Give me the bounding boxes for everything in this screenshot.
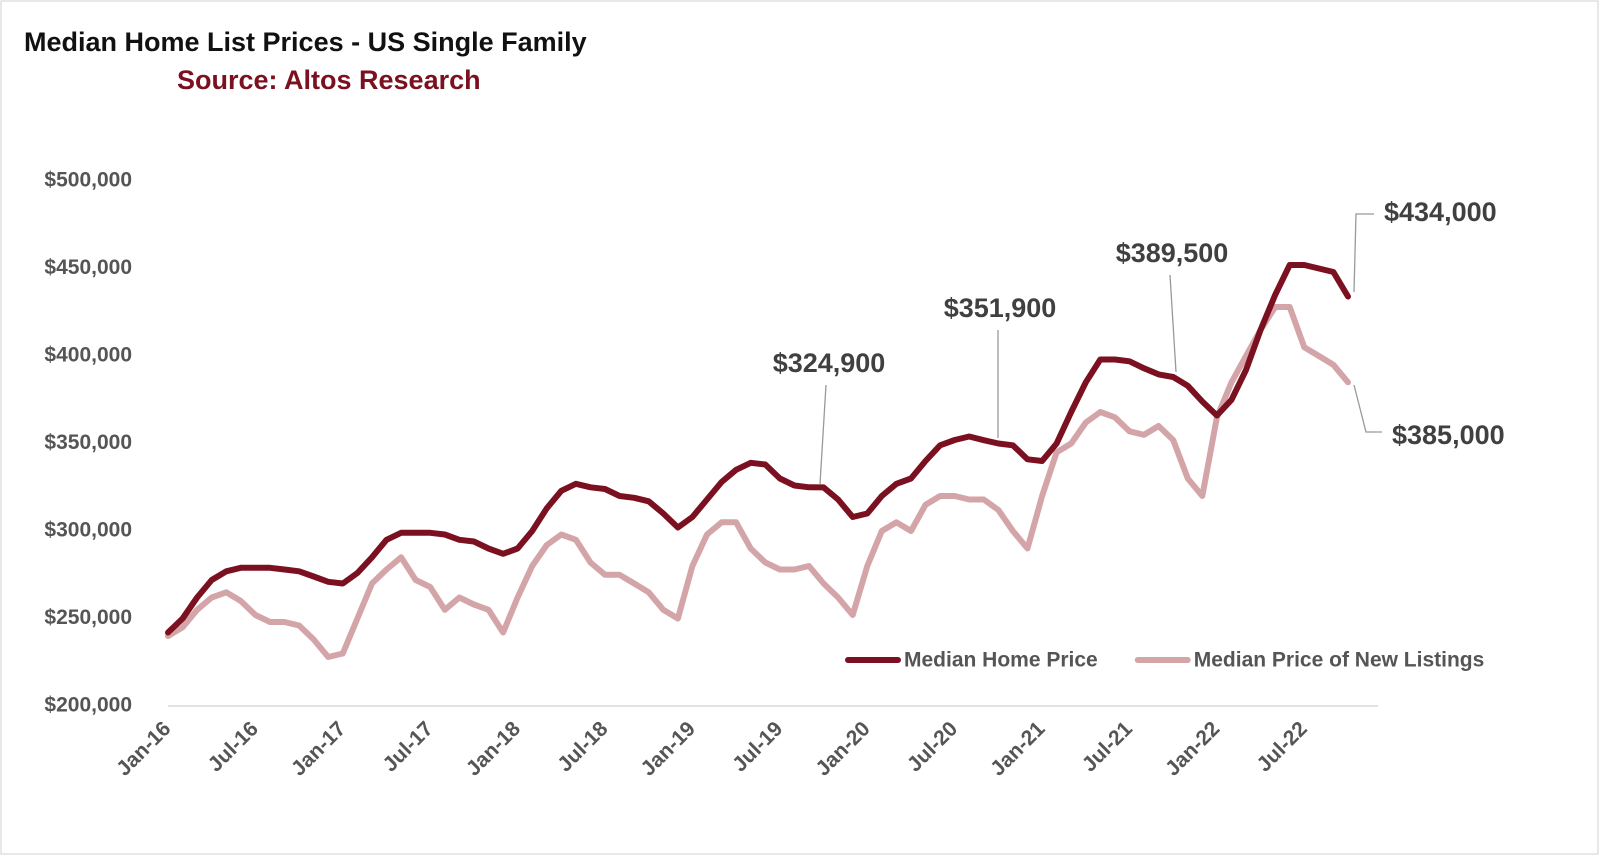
annotation-leader [1169,274,1177,373]
y-tick-label: $400,000 [44,344,132,367]
annotation-leader [1353,213,1374,293]
annotation: $351,900 [944,293,1057,323]
chart-subtitle: Source: Altos Research [177,65,481,95]
chart-title: Median Home List Prices - US Single Fami… [24,27,587,57]
legend-label: Median Home Price [904,649,1098,672]
y-tick-label: $500,000 [44,169,132,192]
series-line [165,304,1351,660]
annotation-leader [819,384,827,485]
series-line [165,262,1351,636]
y-tick-label: $350,000 [44,431,132,454]
annotation: $389,500 [1116,238,1229,268]
annotation-leader [1353,384,1382,433]
y-tick-label: $300,000 [44,519,132,542]
y-tick-label: $250,000 [44,606,132,629]
legend-label: Median Price of New Listings [1194,649,1485,672]
annotation: $434,000 [1384,197,1497,227]
annotation: $324,900 [773,348,886,378]
y-tick-label: $200,000 [44,694,132,717]
annotation: $385,000 [1392,420,1505,450]
y-tick-label: $450,000 [44,256,132,279]
